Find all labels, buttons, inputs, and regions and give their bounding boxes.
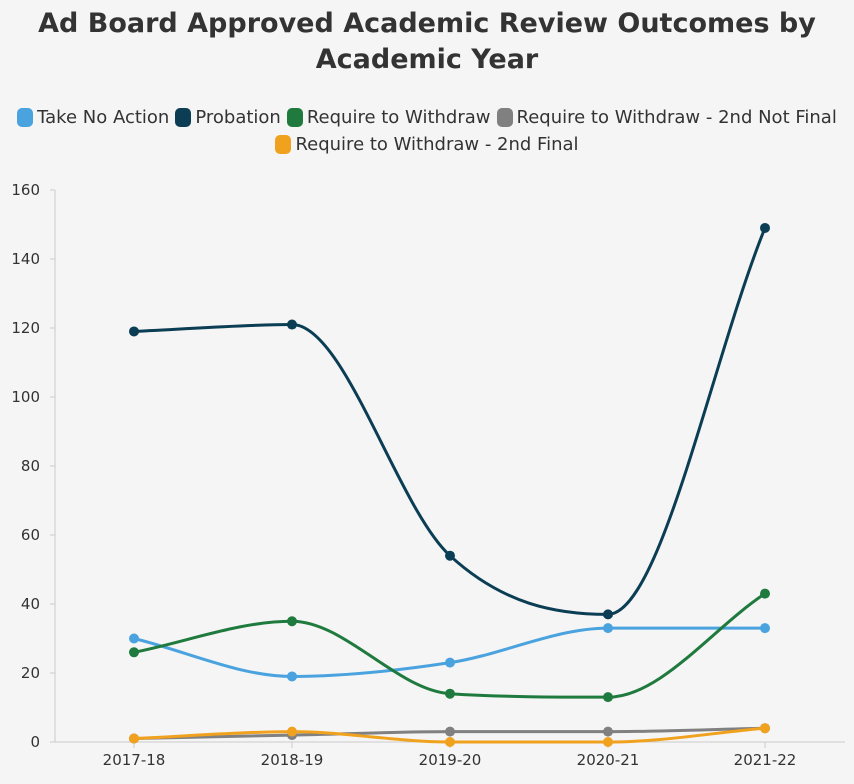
data-point-take-no-action-2017-18 <box>129 633 139 644</box>
legend-swatch <box>275 135 292 154</box>
legend-swatch <box>286 108 303 127</box>
data-point-take-no-action-2019-20 <box>445 657 455 668</box>
data-point-take-no-action-2021-22 <box>760 623 770 634</box>
data-point-require-to-withdraw-2nd-final-2017-18 <box>129 733 139 744</box>
legend-item-probation[interactable]: Probation <box>175 104 281 131</box>
data-point-probation-2017-18 <box>129 326 139 337</box>
data-point-require-to-withdraw-2017-18 <box>129 647 139 658</box>
data-point-require-to-withdraw-2nd-not-final-2019-20 <box>445 726 455 737</box>
x-tick-label: 2017-18 <box>103 751 166 769</box>
chart-title-line-1: Ad Board Approved Academic Review Outcom… <box>38 8 816 39</box>
data-point-require-to-withdraw-2nd-not-final-2020-21 <box>603 726 613 737</box>
x-tick-label: 2021-22 <box>734 751 797 769</box>
y-tick-label: 60 <box>21 526 40 544</box>
y-tick-label: 120 <box>11 319 40 337</box>
chart-title-line-2: Academic Year <box>315 44 539 75</box>
legend-label: Take No Action <box>37 107 170 128</box>
legend-label: Probation <box>195 107 281 128</box>
legend-row-2: Require to Withdraw - 2nd Final <box>0 131 854 158</box>
y-tick-label: 160 <box>11 181 40 199</box>
y-tick-label: 80 <box>21 457 40 475</box>
legend-swatch <box>496 108 513 127</box>
chart-title: Ad Board Approved Academic Review Outcom… <box>0 6 854 78</box>
y-tick-label: 20 <box>21 664 40 682</box>
data-point-probation-2020-21 <box>603 609 613 620</box>
legend-item-require-to-withdraw[interactable]: Require to Withdraw <box>286 104 491 131</box>
y-tick-label: 40 <box>21 595 40 613</box>
data-point-take-no-action-2018-19 <box>287 671 297 682</box>
data-point-require-to-withdraw-2nd-final-2019-20 <box>445 737 455 747</box>
legend-row-1: Take No Action Probation Require to With… <box>0 104 854 131</box>
x-tick-label: 2019-20 <box>419 751 482 769</box>
data-point-require-to-withdraw-2019-20 <box>445 688 455 699</box>
data-point-require-to-withdraw-2nd-final-2018-19 <box>287 726 297 737</box>
legend-item-require-to-withdraw-2nd-final[interactable]: Require to Withdraw - 2nd Final <box>275 131 579 158</box>
data-point-probation-2019-20 <box>445 550 455 561</box>
data-point-probation-2021-22 <box>760 222 770 233</box>
legend-item-take-no-action[interactable]: Take No Action <box>17 104 169 131</box>
legend-swatch <box>175 108 192 127</box>
x-tick-label: 2018-19 <box>261 751 324 769</box>
legend-item-require-to-withdraw-2nd-not-final[interactable]: Require to Withdraw - 2nd Not Final <box>496 104 837 131</box>
legend-label: Require to Withdraw <box>306 107 491 128</box>
data-point-require-to-withdraw-2018-19 <box>287 616 297 627</box>
series-line-probation <box>132 226 767 616</box>
series-line-require-to-withdraw <box>132 592 767 699</box>
legend: Take No Action Probation Require to With… <box>0 104 854 158</box>
x-tick-label: 2020-21 <box>577 751 640 769</box>
data-point-require-to-withdraw-2021-22 <box>760 588 770 599</box>
y-tick-label: 140 <box>11 250 40 268</box>
data-point-take-no-action-2020-21 <box>603 623 613 634</box>
data-point-require-to-withdraw-2nd-final-2020-21 <box>603 737 613 747</box>
data-point-require-to-withdraw-2nd-final-2021-22 <box>760 723 770 734</box>
data-point-require-to-withdraw-2020-21 <box>603 692 613 703</box>
y-tick-label: 100 <box>11 388 40 406</box>
data-point-probation-2018-19 <box>287 319 297 330</box>
legend-label: Require to Withdraw - 2nd Final <box>295 134 579 155</box>
legend-swatch <box>17 108 34 127</box>
y-tick-label: 0 <box>30 733 40 751</box>
legend-label: Require to Withdraw - 2nd Not Final <box>516 107 837 128</box>
